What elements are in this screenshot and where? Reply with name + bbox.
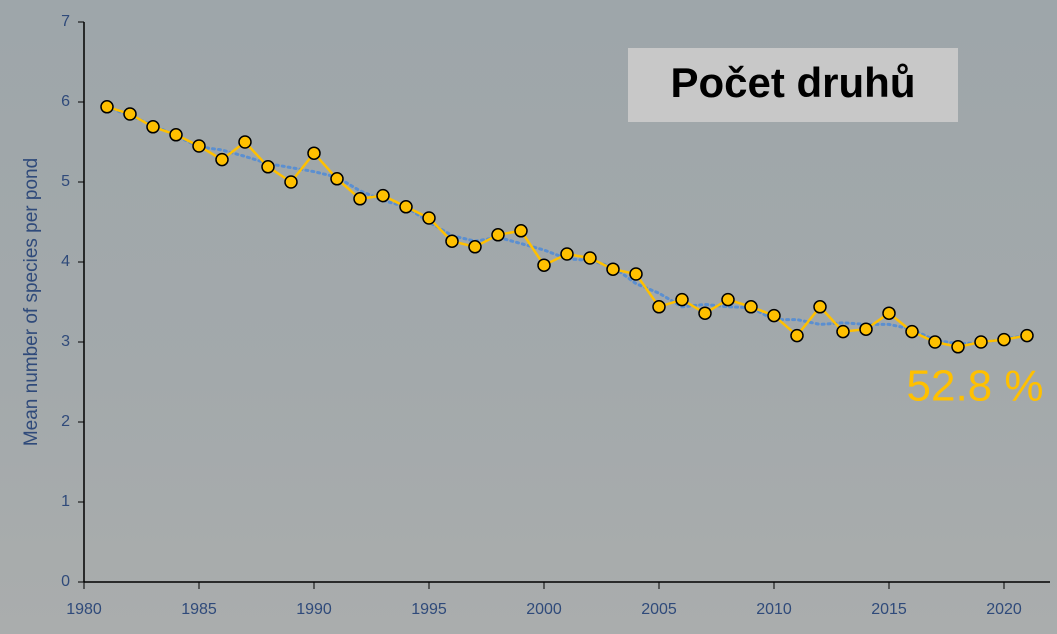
point (997, 332, 1011, 347)
point (767, 308, 781, 323)
x-tick-label: 2020 (986, 601, 1022, 618)
point (307, 146, 321, 160)
point (123, 107, 137, 121)
point (169, 128, 183, 142)
point (537, 258, 551, 272)
point (721, 292, 735, 307)
y-tick-label: 2 (61, 413, 70, 430)
title-box (628, 48, 958, 122)
y-tick-label: 5 (61, 173, 70, 190)
x-tick-label: 1995 (411, 601, 447, 618)
point (859, 322, 873, 336)
point (261, 160, 275, 174)
x-tick-label: 1980 (66, 601, 102, 618)
point (698, 306, 712, 320)
point (675, 292, 689, 307)
y-axis-label: Mean number of species per pond (21, 158, 42, 446)
x-tick-label: 2005 (641, 601, 677, 618)
point (974, 335, 988, 349)
point (951, 340, 965, 354)
x-tick-label: 1985 (181, 601, 217, 618)
point (330, 172, 344, 186)
y-tick-label: 4 (61, 253, 70, 270)
point (468, 240, 482, 254)
point (882, 306, 896, 320)
point (606, 262, 620, 276)
point (652, 300, 666, 314)
annotation: 52.8 % (907, 362, 1044, 411)
point (836, 324, 850, 339)
point (560, 247, 574, 261)
point (445, 234, 459, 248)
point (583, 251, 597, 265)
point (813, 300, 827, 314)
point (790, 328, 804, 343)
point (284, 175, 298, 189)
point (744, 300, 758, 314)
y-tick-label: 3 (61, 333, 70, 350)
y-tick-label: 6 (61, 93, 70, 110)
x-tick-label: 2015 (871, 601, 907, 618)
point (422, 211, 436, 225)
point (399, 200, 413, 214)
point (491, 228, 505, 242)
point (629, 267, 643, 281)
y-tick-label: 0 (61, 573, 70, 590)
y-tick-label: 1 (61, 493, 70, 510)
x-tick-label: 1990 (296, 601, 332, 618)
x-tick-label: 2010 (756, 601, 792, 618)
point (215, 152, 229, 167)
point (146, 120, 160, 134)
point (376, 188, 390, 203)
point (100, 100, 114, 114)
point (192, 139, 206, 153)
point (905, 324, 919, 339)
y-tick-label: 7 (61, 13, 70, 30)
point (238, 135, 252, 149)
point (928, 335, 942, 349)
point (1020, 328, 1034, 343)
point (353, 192, 367, 206)
point (514, 224, 528, 238)
x-tick-label: 2000 (526, 601, 562, 618)
chart-title: Počet druhů (670, 59, 915, 106)
